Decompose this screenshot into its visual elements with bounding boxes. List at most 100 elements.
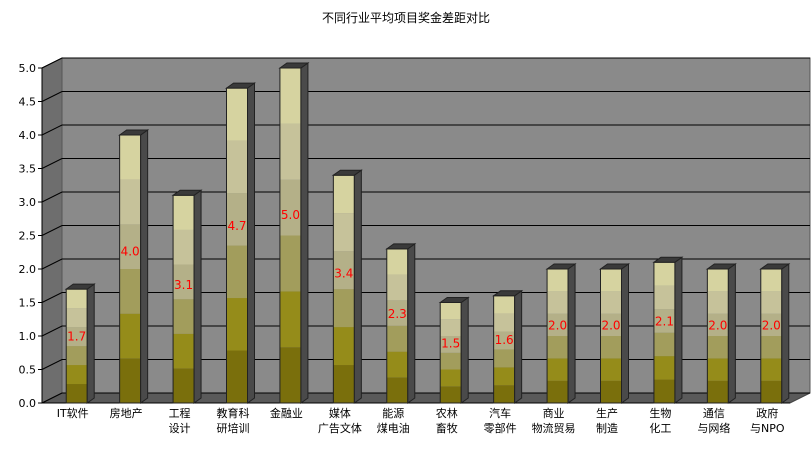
bar-segment [760, 291, 782, 314]
bar-segment [173, 229, 195, 265]
bar-segment [386, 248, 408, 275]
bar-top [331, 169, 363, 176]
y-tick-label: 4.5 [19, 96, 37, 109]
gridline [41, 225, 810, 236]
bar-side [140, 129, 149, 404]
data-label: 4.7 [227, 219, 246, 233]
x-tick-label: 媒体 [329, 406, 351, 420]
bar-segment [333, 213, 355, 252]
bar-segment [707, 358, 729, 381]
bar-segment [547, 336, 569, 359]
bar-segment [493, 349, 515, 368]
bar-segment [173, 333, 195, 369]
data-label: 5.0 [281, 208, 300, 222]
bar-top [118, 129, 150, 136]
gridline [41, 124, 810, 136]
x-tick-label: 广告文体 [318, 421, 362, 435]
bar-segment [547, 358, 569, 381]
bar-segment [493, 313, 515, 332]
data-label: 1.6 [495, 333, 514, 347]
bar-segment [493, 295, 515, 314]
x-tick-label: 化工 [649, 421, 671, 435]
bar-segment [173, 264, 195, 300]
bar-segment [119, 224, 141, 269]
x-tick-label: 煤电油 [377, 421, 410, 435]
bar-segment [173, 368, 195, 403]
bar-segment [279, 291, 301, 348]
gridline [41, 158, 810, 169]
x-tick-label: 与网络 [697, 421, 730, 435]
data-label: 3.1 [174, 278, 193, 292]
bar-segment [653, 356, 675, 380]
bar-segment [760, 269, 782, 292]
y-tick-label: 4.0 [19, 129, 37, 142]
gridline [41, 57, 810, 69]
bar-segment [333, 327, 355, 366]
bar-side [86, 283, 95, 404]
bar-top [438, 297, 470, 303]
bar-segment [66, 308, 88, 328]
data-label: 2.0 [548, 318, 567, 332]
bar-side [460, 296, 469, 404]
gridline [41, 91, 810, 102]
gridline [41, 258, 810, 270]
bar-segment [440, 386, 462, 403]
bar-side [247, 82, 255, 404]
y-tick-label: 0.5 [19, 364, 37, 377]
bar-segment [386, 377, 408, 403]
bar-top [64, 283, 96, 290]
bar-top [705, 263, 737, 270]
data-label: 3.4 [334, 267, 353, 281]
bar-top [171, 189, 203, 196]
bar-segment [226, 193, 248, 246]
bar-side [353, 169, 362, 404]
y-tick-label: 3.0 [19, 196, 37, 209]
bar-segment [547, 291, 569, 314]
bar-segment [760, 380, 782, 403]
bar-segment [440, 352, 462, 370]
bar-segment [386, 351, 408, 378]
bar-segment [600, 291, 622, 314]
bar-segment [66, 384, 88, 403]
bar-segment [279, 179, 301, 236]
gridline [41, 191, 810, 203]
x-tick-label: 商业 [543, 406, 565, 420]
bar-segment [66, 365, 88, 385]
x-tick-label: 房地产 [110, 406, 143, 420]
x-tick-label: 制造 [596, 421, 618, 435]
x-tick-label: 畜牧 [436, 421, 458, 435]
x-tick-label: 能源 [382, 406, 404, 420]
data-label: 2.3 [388, 307, 407, 321]
bar-segment [760, 336, 782, 359]
bar-segment [547, 313, 569, 336]
data-label: 4.0 [121, 245, 140, 259]
y-tick-label: 2.5 [19, 230, 37, 243]
x-tick-label: 农林 [436, 406, 458, 420]
x-tick-label: 政府 [756, 406, 778, 420]
bar-segment [653, 332, 675, 357]
bar-segment [333, 289, 355, 328]
bar-top [652, 256, 684, 263]
bar-side [621, 263, 629, 404]
y-tick-label: 2.0 [19, 263, 37, 276]
bar-side [674, 256, 683, 404]
bar-segment [119, 313, 141, 359]
bar-segment [173, 195, 195, 230]
bar-segment [440, 302, 462, 320]
y-tick-label: 1.0 [19, 330, 37, 343]
bar-segment [440, 369, 462, 387]
x-tick-label: 教育科 [217, 406, 250, 420]
bar-segment [707, 313, 729, 336]
bar-top [385, 243, 417, 250]
data-label: 2.0 [762, 318, 781, 332]
bar-segment [493, 367, 515, 386]
bar-segment [226, 350, 248, 403]
bar-segment [119, 269, 141, 314]
bar-segment [707, 291, 729, 314]
bar-top [278, 62, 310, 69]
bar-segment [119, 358, 141, 403]
bar-top [224, 82, 257, 89]
x-tick-label: 汽车 [489, 406, 511, 420]
